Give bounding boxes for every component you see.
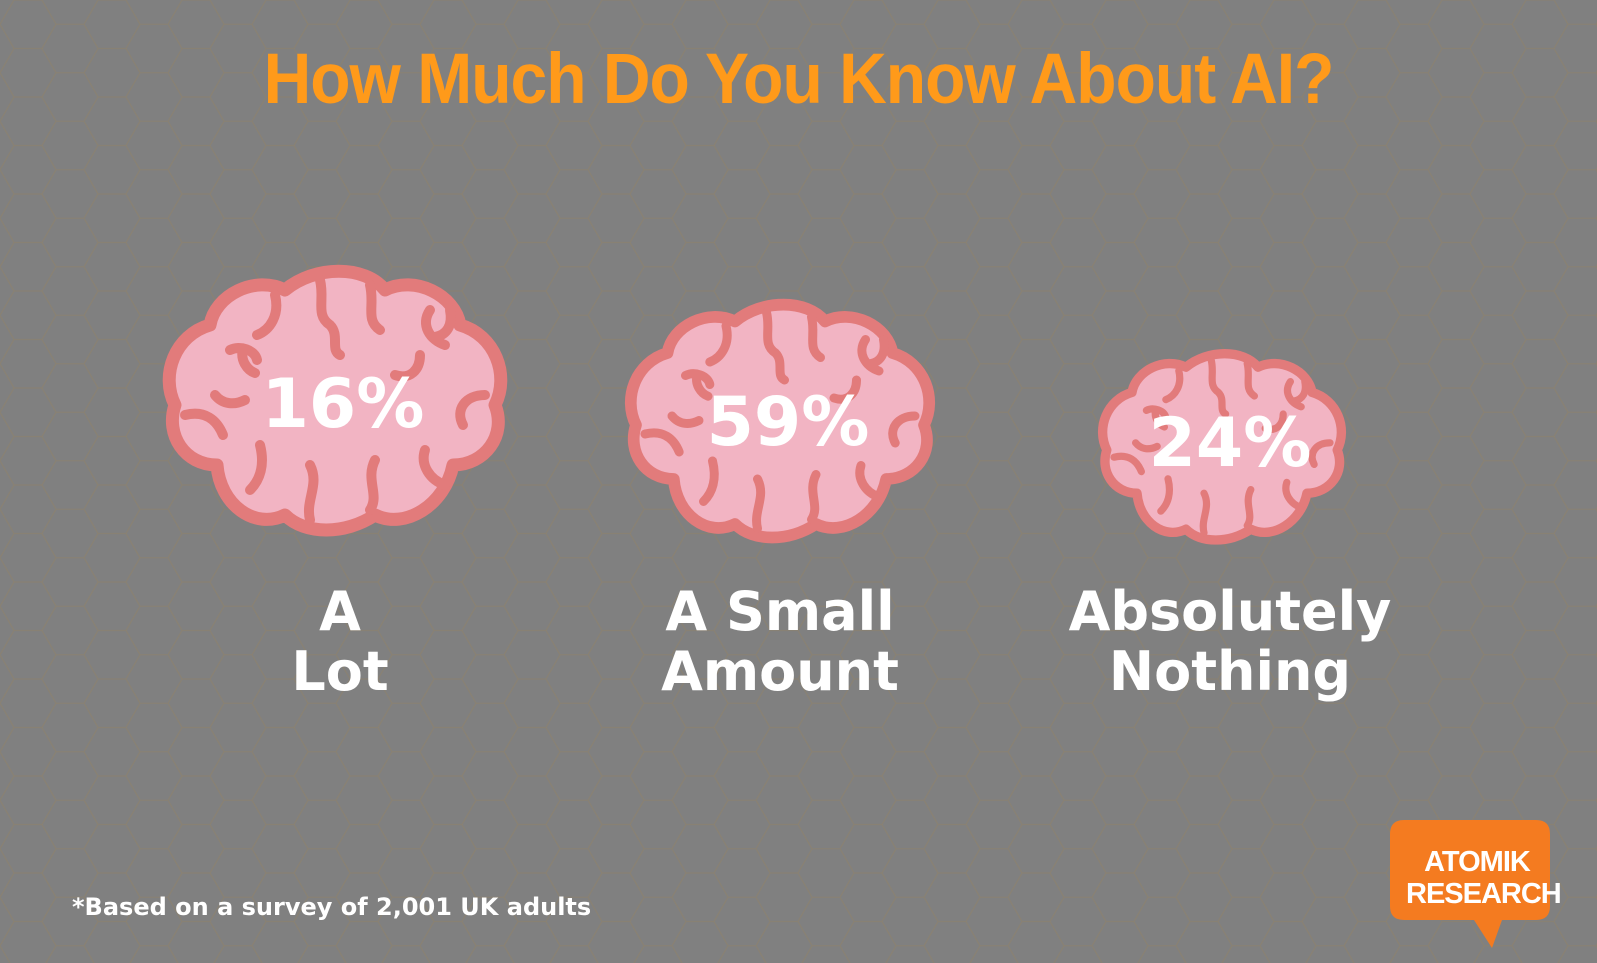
category-label-line: Lot	[291, 640, 389, 703]
category-label-line: Amount	[661, 640, 899, 703]
value-label: 16%	[262, 365, 425, 444]
category-label-line: Absolutely	[1068, 580, 1392, 643]
brain-icon	[162, 264, 508, 537]
category-label-a-lot: A Lot	[240, 582, 440, 702]
logo-line-1: ATOMIK	[1424, 846, 1531, 878]
category-label-line: A Small	[665, 580, 895, 643]
value-label: 59%	[707, 383, 870, 462]
survey-footnote: *Based on a survey of 2,001 UK adults	[72, 893, 592, 921]
logo-line-2: RESEARCH	[1406, 878, 1562, 910]
atomik-research-logo: ATOMIK RESEARCH	[1406, 846, 1562, 910]
category-label-a-small-amount: A Small Amount	[610, 582, 950, 702]
category-label-line: A	[319, 580, 361, 643]
value-label: 24%	[1149, 404, 1312, 483]
speech-bubble-icon	[1390, 820, 1550, 948]
chart-title: How Much Do You Know About AI?	[263, 38, 1335, 118]
category-label-line: Nothing	[1108, 640, 1352, 703]
brain-icon	[1098, 349, 1346, 545]
brain-icon	[624, 298, 936, 544]
category-label-absolutely-nothing: Absolutely Nothing	[1040, 582, 1420, 702]
